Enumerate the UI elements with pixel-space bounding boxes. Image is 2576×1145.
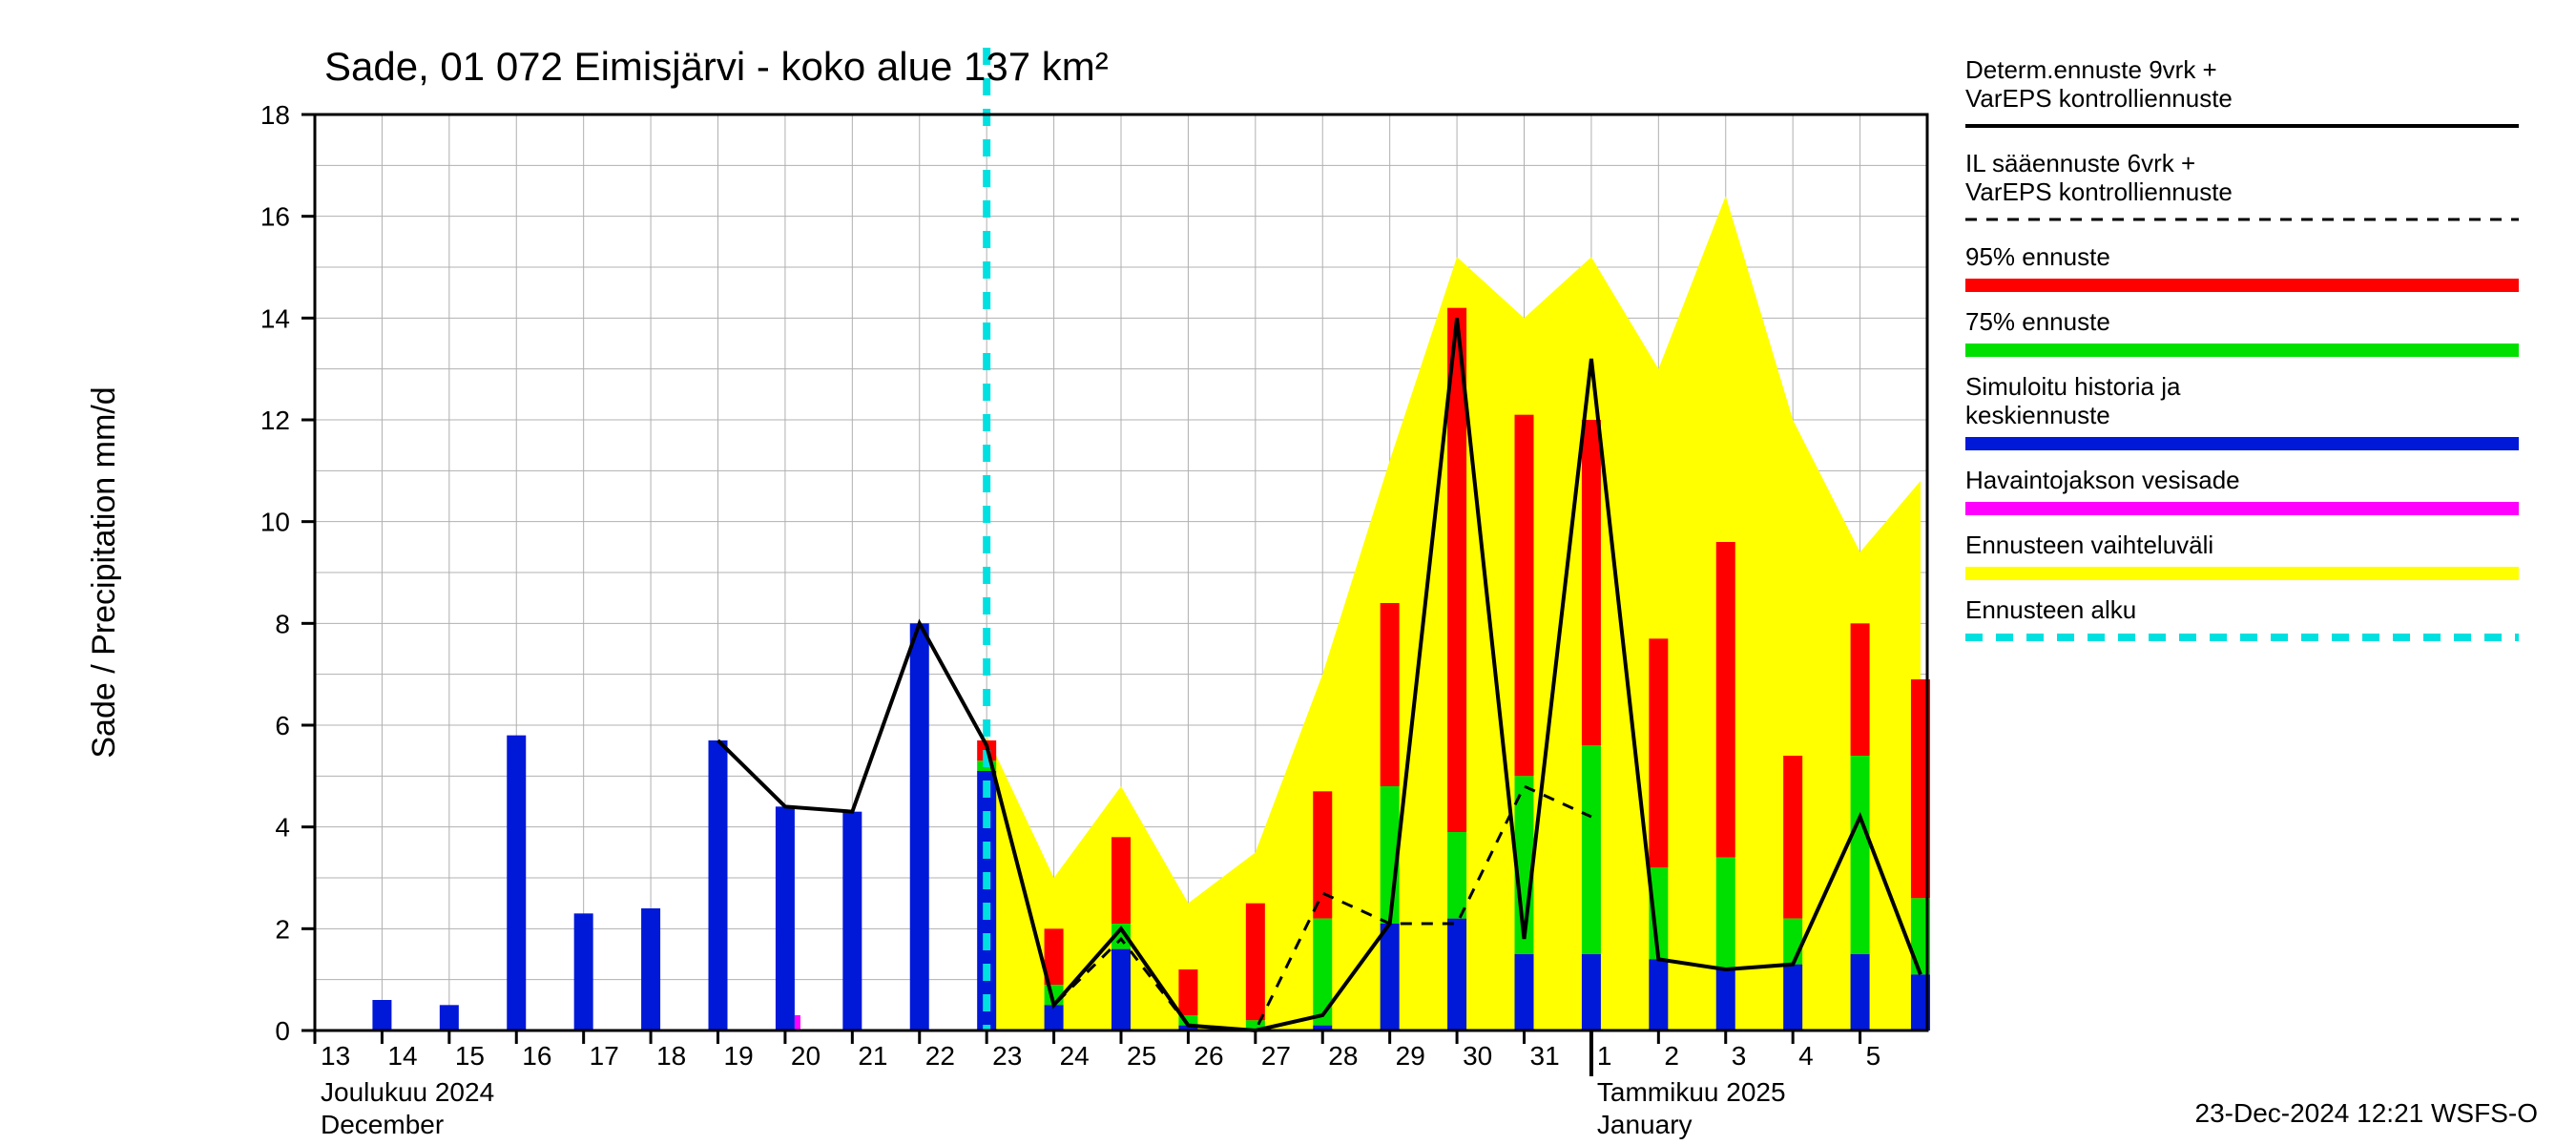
svg-text:31: 31 xyxy=(1530,1041,1560,1071)
svg-text:15: 15 xyxy=(455,1041,485,1071)
svg-text:28: 28 xyxy=(1328,1041,1358,1071)
svg-text:Ennusteen vaihteluväli: Ennusteen vaihteluväli xyxy=(1965,531,2213,559)
svg-text:27: 27 xyxy=(1261,1041,1291,1071)
svg-text:22: 22 xyxy=(925,1041,955,1071)
svg-text:23: 23 xyxy=(992,1041,1022,1071)
svg-text:4: 4 xyxy=(1798,1041,1814,1071)
svg-text:18: 18 xyxy=(260,100,290,130)
svg-text:0: 0 xyxy=(275,1016,290,1046)
svg-text:4: 4 xyxy=(275,813,290,843)
svg-text:21: 21 xyxy=(858,1041,887,1071)
svg-text:Determ.ennuste 9vrk +: Determ.ennuste 9vrk + xyxy=(1965,55,2217,84)
svg-text:25: 25 xyxy=(1127,1041,1156,1071)
svg-text:IL sääennuste 6vrk +: IL sääennuste 6vrk + xyxy=(1965,149,2195,177)
svg-text:14: 14 xyxy=(387,1041,417,1071)
chart-title: Sade, 01 072 Eimisjärvi - koko alue 137 … xyxy=(324,44,1109,89)
svg-text:10: 10 xyxy=(260,508,290,537)
svg-text:Ennusteen alku: Ennusteen alku xyxy=(1965,595,2136,624)
svg-text:95% ennuste: 95% ennuste xyxy=(1965,242,2110,271)
svg-text:19: 19 xyxy=(724,1041,754,1071)
y-axis-label: Sade / Precipitation mm/d xyxy=(86,386,122,758)
svg-text:12: 12 xyxy=(260,406,290,435)
svg-text:18: 18 xyxy=(656,1041,686,1071)
chart-svg: 0246810121416181314151617181920212223242… xyxy=(0,0,2576,1145)
footer-timestamp: 23-Dec-2024 12:21 WSFS-O xyxy=(2195,1098,2539,1128)
svg-text:30: 30 xyxy=(1463,1041,1492,1071)
month-label-en-right: January xyxy=(1597,1110,1693,1139)
svg-text:VarEPS kontrolliennuste: VarEPS kontrolliennuste xyxy=(1965,84,2233,113)
svg-text:Simuloitu historia ja: Simuloitu historia ja xyxy=(1965,372,2181,401)
month-label-fi-right: Tammikuu 2025 xyxy=(1597,1077,1786,1107)
svg-text:3: 3 xyxy=(1732,1041,1747,1071)
svg-text:16: 16 xyxy=(260,202,290,232)
month-label-fi-left: Joulukuu 2024 xyxy=(321,1077,494,1107)
svg-text:14: 14 xyxy=(260,303,290,333)
svg-text:2: 2 xyxy=(1664,1041,1679,1071)
svg-text:29: 29 xyxy=(1396,1041,1425,1071)
month-label-en-left: December xyxy=(321,1110,444,1139)
svg-text:20: 20 xyxy=(791,1041,821,1071)
svg-text:17: 17 xyxy=(590,1041,619,1071)
svg-text:VarEPS kontrolliennuste: VarEPS kontrolliennuste xyxy=(1965,177,2233,206)
svg-text:75% ennuste: 75% ennuste xyxy=(1965,307,2110,336)
svg-text:1: 1 xyxy=(1597,1041,1612,1071)
svg-text:13: 13 xyxy=(321,1041,350,1071)
svg-text:Havaintojakson vesisade: Havaintojakson vesisade xyxy=(1965,466,2240,494)
svg-text:6: 6 xyxy=(275,711,290,740)
svg-text:16: 16 xyxy=(522,1041,551,1071)
svg-text:8: 8 xyxy=(275,609,290,638)
chart-container: 0246810121416181314151617181920212223242… xyxy=(0,0,2576,1145)
svg-text:24: 24 xyxy=(1060,1041,1090,1071)
svg-text:26: 26 xyxy=(1194,1041,1223,1071)
svg-text:keskiennuste: keskiennuste xyxy=(1965,401,2110,429)
svg-text:2: 2 xyxy=(275,914,290,944)
svg-text:5: 5 xyxy=(1866,1041,1881,1071)
